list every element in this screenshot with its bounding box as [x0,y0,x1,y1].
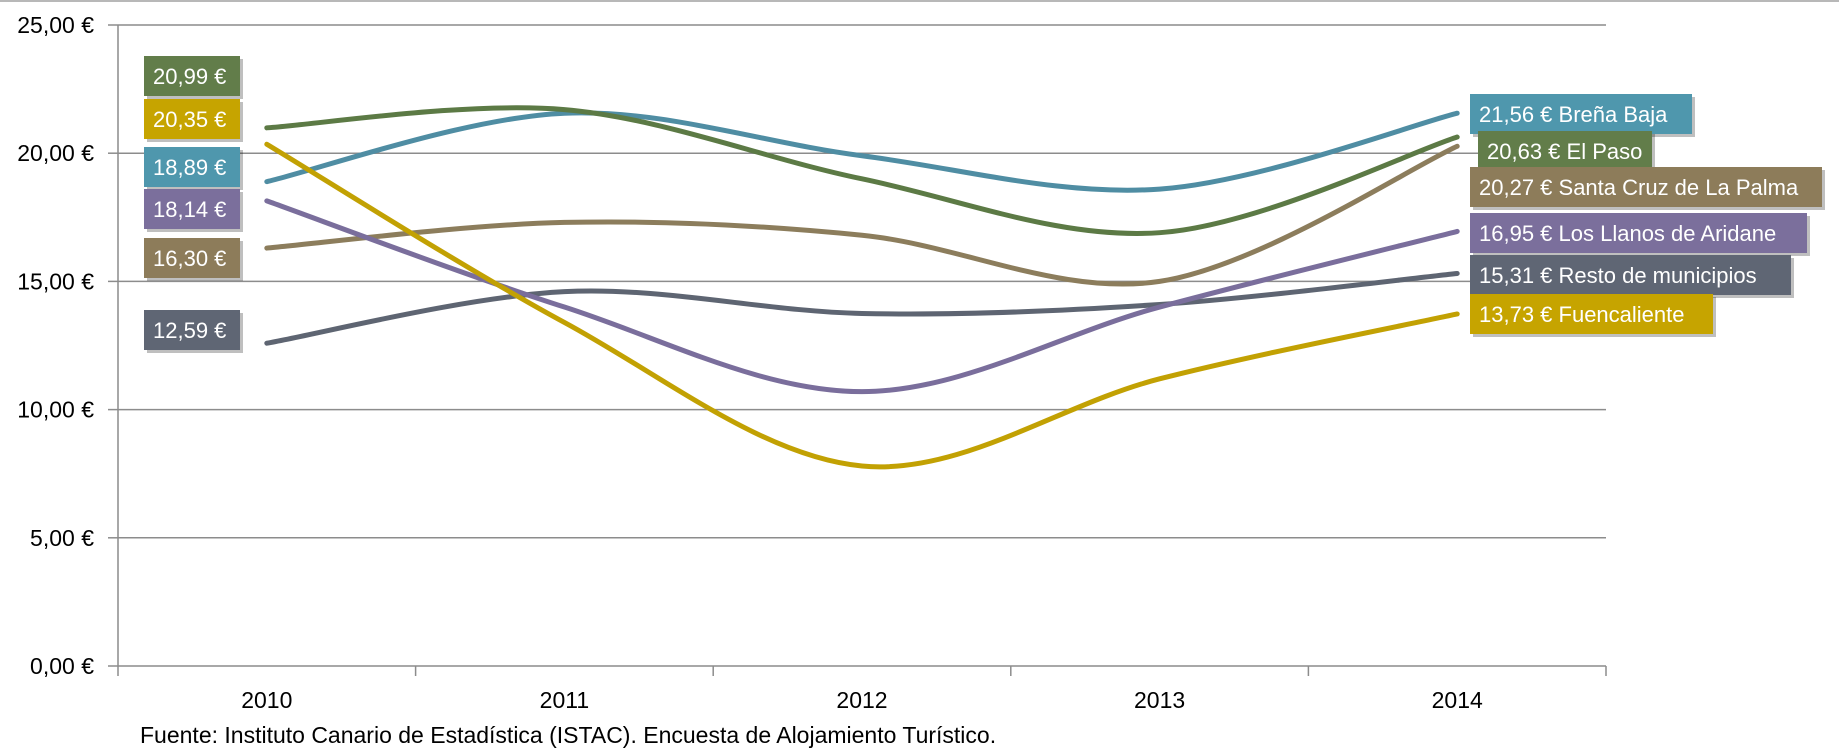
series-line [264,141,1460,470]
y-tick-label: 0,00 € [30,653,94,679]
badge-background [1470,94,1692,134]
y-tick-label: 20,00 € [17,140,94,166]
data-label: 20,63 € El Paso [1487,139,1642,164]
series-line [264,105,1460,236]
data-label: 15,31 € Resto de municipios [1479,263,1757,288]
x-tick-label: 2010 [241,687,292,713]
badge-background [1478,131,1652,171]
badge-background [144,189,240,229]
y-axis-tick-labels: 0,00 € 5,00 € 10,00 € 15,00 € 20,00 € 25,00 € [17,12,94,679]
start-value-badge: 18,14 € [144,189,243,232]
series-line [264,270,1460,346]
x-tick-label: 2014 [1432,687,1483,713]
badge-background [1470,213,1807,253]
series-line [264,110,1460,193]
start-value-badge: 12,59 € [144,310,243,353]
end-value-badges: 21,56 € Breña Baja 20,63 € El Paso 20,27 €… [1470,94,1825,337]
badge-background [144,99,240,139]
data-label: 18,14 € [153,197,226,222]
badge-background [144,310,240,350]
data-label: 20,99 € [153,64,226,89]
data-label: 20,35 € [153,107,226,132]
grid-lines [118,24,1606,539]
badge-background [144,56,240,96]
data-label: 18,89 € [153,155,226,180]
y-tick-label: 5,00 € [30,525,94,551]
badge-background [144,238,240,278]
end-value-badge: 13,73 € Fuencaliente [1470,294,1716,337]
top-rule [0,0,1839,2]
series-line [264,198,1460,395]
y-tick-label: 25,00 € [17,12,94,38]
data-label: 12,59 € [153,318,226,343]
series-line [264,143,1460,287]
series-lines [264,105,1460,470]
badge-background [144,147,240,187]
badge-background [1470,167,1822,207]
end-value-badge: 20,27 € Santa Cruz de La Palma [1470,167,1825,210]
data-label: 13,73 € Fuencaliente [1479,302,1685,327]
data-label: 16,30 € [153,246,226,271]
end-value-badge: 21,56 € Breña Baja [1470,94,1695,137]
end-value-badge: 15,31 € Resto de municipios [1470,255,1794,298]
data-label: 20,27 € Santa Cruz de La Palma [1479,175,1799,200]
start-value-badges: 20,99 € 20,35 € 18,89 € 18,14 € 16,30 € 12,59… [144,56,243,353]
end-value-badge: 16,95 € Los Llanos de Aridane [1470,213,1810,256]
y-tick-label: 10,00 € [17,397,94,423]
axes [108,24,1607,676]
y-tick-label: 15,00 € [17,268,94,294]
start-value-badge: 18,89 € [144,147,243,190]
start-value-badge: 16,30 € [144,238,243,281]
badge-background [1470,294,1713,334]
x-tick-label: 2011 [540,687,589,713]
x-tick-label: 2012 [836,687,887,713]
data-label: 21,56 € Breña Baja [1479,102,1668,127]
badge-background [1470,255,1791,295]
start-value-badge: 20,35 € [144,99,243,142]
data-label: 16,95 € Los Llanos de Aridane [1479,221,1776,246]
start-value-badge: 20,99 € [144,56,243,99]
x-axis-tick-labels: 2010 2011 2012 2013 2014 [241,687,1483,713]
x-tick-label: 2013 [1134,687,1185,713]
source-note: Fuente: Instituto Canario de Estadística… [140,722,997,748]
